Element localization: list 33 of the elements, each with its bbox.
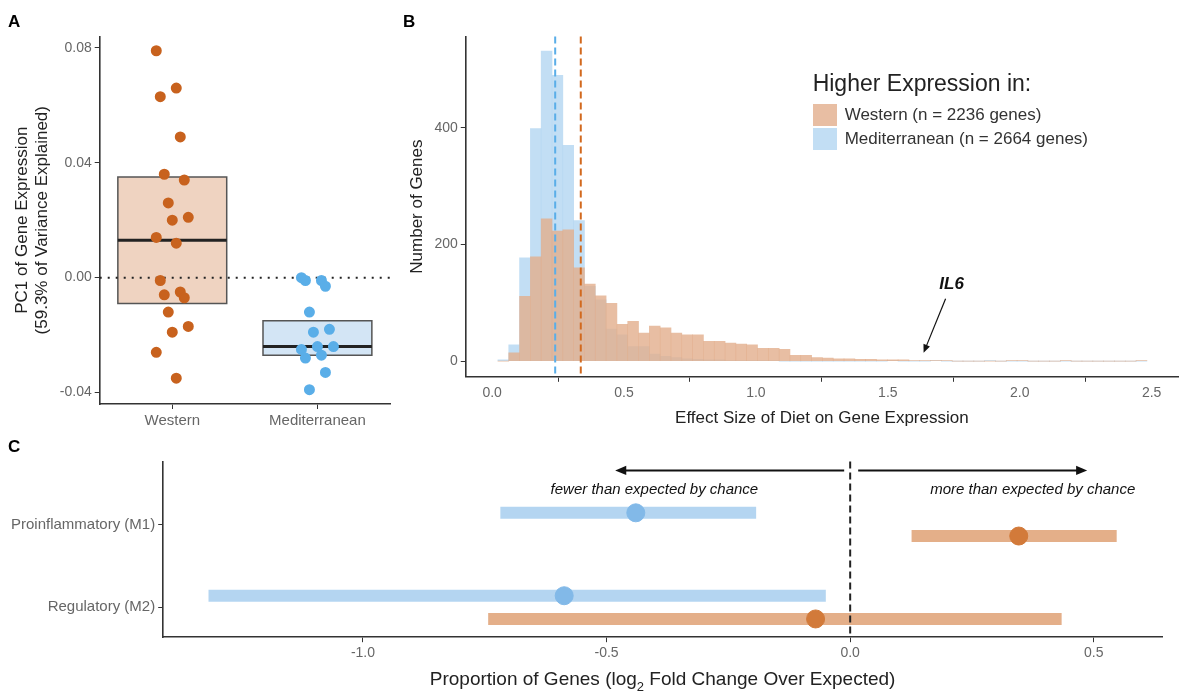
x-tick-label: 2.0 [1009,384,1030,401]
x-tick-label: 0.0 [840,644,861,661]
y-tick-label: 400 [434,118,458,135]
chart-title: B [403,11,416,31]
x-axis-title: Effect Size of Diet on Gene Expression [675,408,969,428]
x-tick-label: -0.5 [594,644,619,661]
x-tick-label: 1.0 [746,384,766,401]
x-tick-label: Mediterranean [269,411,366,429]
x-tick-label: 0.5 [1084,644,1104,661]
x-tick-label: 2.5 [1141,384,1162,401]
y-tick-label: 0 [449,351,458,368]
x-tick-label: 0.5 [614,384,634,401]
y-axis-title: PC1 of Gene Expression (59.3% of Variance Explained) [11,106,52,335]
y-axis-title: Number of Genes [406,139,426,274]
x-tick-label: -1.0 [350,644,376,661]
legend-label: Western (n = 2236 genes) [844,105,1042,125]
x-tick-label: Western [144,411,201,429]
x-tick-label: 0.0 [482,384,503,401]
legend-title: Higher Expression in: [812,70,1033,97]
text: C [8,436,21,456]
y-tick-label: 0.04 [64,153,92,170]
y-tick-label: Regulatory (M2) [47,597,156,615]
annotation: more than expected by chance [930,480,1136,498]
annotation: fewer than expected by chance [550,480,759,498]
y-tick-label: 0.00 [64,268,92,285]
y-tick-label: 0.08 [64,38,92,55]
chart-title: A [8,11,21,31]
legend-label: Mediterranean (n = 2664 genes) [844,129,1088,149]
y-tick-label: Proinflammatory (M1) [10,514,156,532]
y-tick-label: 200 [434,235,458,252]
y-tick-label: -0.04 [59,383,92,400]
x-tick-label: 1.5 [878,384,898,401]
annotation: IL6 [939,273,965,293]
